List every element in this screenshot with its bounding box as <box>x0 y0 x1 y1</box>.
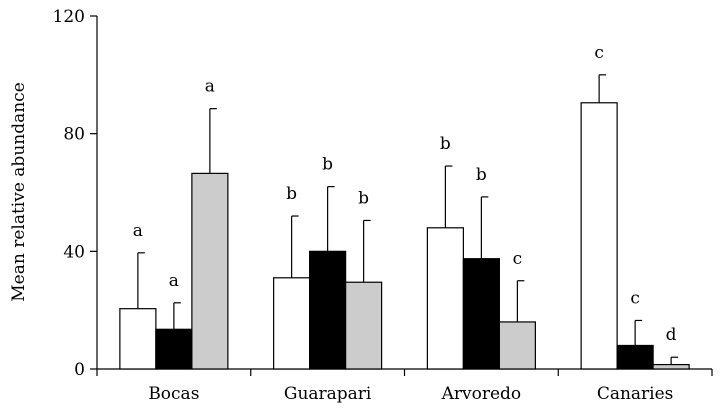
x-category-label: Bocas <box>148 384 199 404</box>
x-category-label: Arvoredo <box>441 384 522 404</box>
bar <box>426 227 464 370</box>
significance-letter: c <box>630 288 640 308</box>
x-axis: Bocas Guarapari Arvoredo Canaries <box>96 368 713 404</box>
significance-letter: a <box>133 221 143 241</box>
bar <box>273 277 311 370</box>
bar <box>462 258 500 370</box>
bar <box>155 328 193 370</box>
bar <box>309 250 347 370</box>
y-tick-label: 40 <box>63 242 85 262</box>
bar <box>616 344 654 370</box>
bar <box>345 281 383 370</box>
y-tick-label: 120 <box>53 7 85 27</box>
bar <box>652 363 690 370</box>
bar-marks: a a a b b b b b c c c d <box>119 43 690 370</box>
y-axis: 0 40 80 120 <box>53 7 98 380</box>
significance-letter: a <box>205 77 215 97</box>
y-tick-label: 0 <box>74 360 85 380</box>
significance-letter: b <box>322 155 333 175</box>
bar <box>498 321 536 370</box>
significance-letter: b <box>358 188 369 208</box>
bar <box>580 102 618 370</box>
bar <box>191 172 229 370</box>
significance-letter: b <box>440 134 451 154</box>
y-tick-label: 80 <box>63 125 85 145</box>
significance-letter: c <box>594 43 604 63</box>
significance-letter: b <box>476 165 487 185</box>
significance-letter: b <box>286 184 297 204</box>
significance-letter: d <box>666 325 677 345</box>
x-category-label: Canaries <box>597 384 674 404</box>
x-category-label: Guarapari <box>284 384 372 404</box>
significance-letter: a <box>169 271 179 291</box>
y-axis-title: Mean relative abundance <box>9 82 29 302</box>
significance-letter: c <box>513 249 523 269</box>
bar <box>119 308 157 370</box>
